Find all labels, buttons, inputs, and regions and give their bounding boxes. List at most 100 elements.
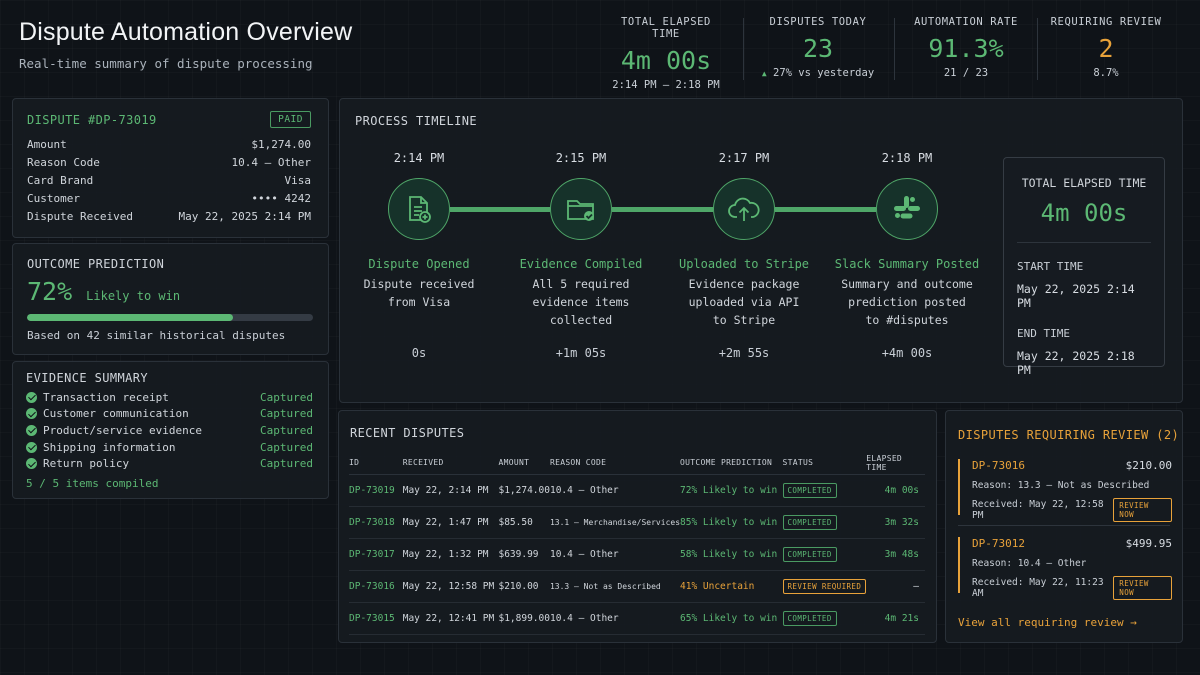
evidence-status: Captured <box>260 457 313 471</box>
cell-amount: $1,274.00 <box>498 474 550 507</box>
field-label: Dispute Received <box>27 210 133 223</box>
table-row[interactable]: DP-73017 May 22, 1:32 PM $639.99 10.4 – Oth… <box>349 538 925 572</box>
evidence-item: Return policy Captured <box>26 455 313 472</box>
timeline-connector <box>450 207 550 212</box>
step-description: Evidence package uploaded via API to Strip… <box>669 275 819 329</box>
step-description-line: All 5 required <box>532 277 630 291</box>
cell-id[interactable]: DP-73018 <box>349 506 403 539</box>
end-label: END TIME <box>1017 327 1070 340</box>
cell-status: COMPLETED <box>782 602 867 636</box>
evidence-status: Captured <box>260 423 313 437</box>
cloud-upload-icon <box>727 195 761 223</box>
cell-prediction: 85% Likely to win <box>680 506 783 539</box>
evidence-item: Product/service evidence Captured <box>26 422 313 439</box>
cell-received: May 22, 2:14 PM <box>402 474 499 507</box>
prediction-label: Likely to win <box>86 289 181 303</box>
review-now-button[interactable]: REVIEW NOW <box>1113 576 1172 600</box>
outcome-prediction-panel: OUTCOME PREDICTION 72% Likely to win Bas… <box>12 243 329 355</box>
view-all-review-link[interactable]: View all requiring review → <box>958 616 1137 629</box>
step-delta: +4m 00s <box>881 346 933 360</box>
review-id[interactable]: DP-73012 <box>972 537 1025 550</box>
cell-status: COMPLETED <box>782 506 867 539</box>
panel-title: RECENT DISPUTES <box>350 426 465 440</box>
table-row[interactable]: DP-73016 May 22, 12:58 PM $210.00 13.3 – No… <box>349 570 925 604</box>
step-circle <box>876 178 938 240</box>
cell-elapsed: 4m 00s <box>866 474 925 507</box>
cell-id[interactable]: DP-73015 <box>349 602 403 636</box>
review-received: Received: May 22, 12:58 PM <box>972 499 1104 521</box>
stat-sub: 2:14 PM – 2:18 PM <box>612 79 720 91</box>
col-reason-code: REASON CODE <box>549 452 681 475</box>
review-card: DP-73016 $210.00 Reason: 13.3 – Not as Des… <box>958 459 1172 522</box>
field-row: Card Brand Visa <box>27 174 311 187</box>
stat-sub: ▲ 27% vs yesterday <box>756 67 880 79</box>
stat-label: DISPUTES TODAY <box>769 16 867 28</box>
status-badge: REVIEW REQUIRED <box>782 579 867 595</box>
folder-check-icon <box>565 195 597 223</box>
prediction-progress-fill <box>27 314 233 321</box>
review-now-button[interactable]: REVIEW NOW <box>1113 498 1172 522</box>
stat-label: REQUIRING REVIEW <box>1050 16 1162 28</box>
stat-disputes-today: DISPUTES TODAY 23 ▲ 27% vs yesterday <box>756 16 880 79</box>
slack-icon <box>892 194 922 224</box>
review-card: DP-73012 $499.95 Reason: 10.4 – Other Recei… <box>958 537 1172 600</box>
prediction-note: Based on 42 similar historical disputes <box>27 329 286 342</box>
review-amount: $499.95 <box>1125 537 1172 550</box>
cell-status: COMPLETED <box>782 474 867 507</box>
prediction-progress-track <box>27 314 313 321</box>
divider <box>894 18 895 80</box>
review-amount: $210.00 <box>1125 459 1172 472</box>
page-subtitle: Real-time summary of dispute processing <box>19 56 313 71</box>
table-row[interactable]: DP-73019 May 22, 2:14 PM $1,274.00 10.4 – O… <box>349 474 925 507</box>
field-label: Amount <box>27 138 67 151</box>
evidence-status: Captured <box>260 440 313 454</box>
cell-amount: $85.50 <box>498 506 550 539</box>
step-time: 2:15 PM <box>555 151 607 165</box>
step-name: Dispute Opened <box>368 257 470 271</box>
divider <box>958 525 1170 526</box>
check-circle-icon <box>26 441 37 453</box>
review-received: Received: May 22, 11:23 AM <box>972 577 1104 599</box>
step-description-line: collected <box>549 313 613 327</box>
step-description: All 5 required evidence items collected <box>506 275 656 329</box>
step-name: Evidence Compiled <box>519 257 643 271</box>
cell-id[interactable]: DP-73019 <box>349 474 403 507</box>
cell-id[interactable]: DP-73016 <box>349 570 403 604</box>
review-id[interactable]: DP-73016 <box>972 459 1025 472</box>
step-name: Uploaded to Stripe <box>678 257 810 271</box>
step-description: Dispute received from Visa <box>344 275 494 311</box>
check-circle-icon <box>26 408 37 420</box>
recent-disputes-table: ID RECEIVED AMOUNT REASON CODE OUTCOME P… <box>349 452 925 636</box>
status-badge: COMPLETED <box>782 482 837 498</box>
field-value: Visa <box>284 174 312 187</box>
cell-elapsed: – <box>866 570 925 604</box>
stat-sub: 8.7% <box>1093 67 1119 79</box>
cell-received: May 22, 12:58 PM <box>402 570 499 604</box>
trend-up-icon: ▲ <box>761 69 767 78</box>
panel-title: EVIDENCE SUMMARY <box>26 371 148 385</box>
step-delta: +1m 05s <box>555 346 607 360</box>
step-circle <box>388 178 450 240</box>
field-value: 10.4 – Other <box>231 156 311 169</box>
cell-amount: $210.00 <box>498 570 550 604</box>
cell-amount: $1,899.00 <box>498 602 550 636</box>
table-row[interactable]: DP-73018 May 22, 1:47 PM $85.50 13.1 – Merc… <box>349 506 925 539</box>
table-row[interactable]: DP-73015 May 22, 12:41 PM $1,899.00 10.4 – … <box>349 602 925 636</box>
step-time: 2:17 PM <box>718 151 770 165</box>
step-text: Evidence Compiled All 5 required evidence … <box>506 257 656 329</box>
cell-prediction: 65% Likely to win <box>680 602 783 636</box>
cell-id[interactable]: DP-73017 <box>349 538 403 572</box>
step-time: 2:18 PM <box>881 151 933 165</box>
stat-requiring-review: REQUIRING REVIEW 2 8.7% <box>1046 16 1166 79</box>
dispute-details-panel: DISPUTE #DP-73019 PAID Amount $1,274.00 R… <box>12 98 329 238</box>
col-status: STATUS <box>782 452 867 475</box>
stat-total-elapsed: TOTAL ELAPSED TIME 4m 00s 2:14 PM – 2:18… <box>604 16 728 91</box>
step-circle <box>550 178 612 240</box>
step-time: 2:14 PM <box>393 151 445 165</box>
cell-reason-code: 10.4 – Other <box>549 474 681 507</box>
check-circle-icon <box>26 424 37 436</box>
check-circle-icon <box>26 391 37 403</box>
cell-prediction: 58% Likely to win <box>680 538 783 572</box>
step-description-line: Evidence package <box>688 277 800 291</box>
stat-automation-rate: AUTOMATION RATE 91.3% 21 / 23 <box>904 16 1028 79</box>
